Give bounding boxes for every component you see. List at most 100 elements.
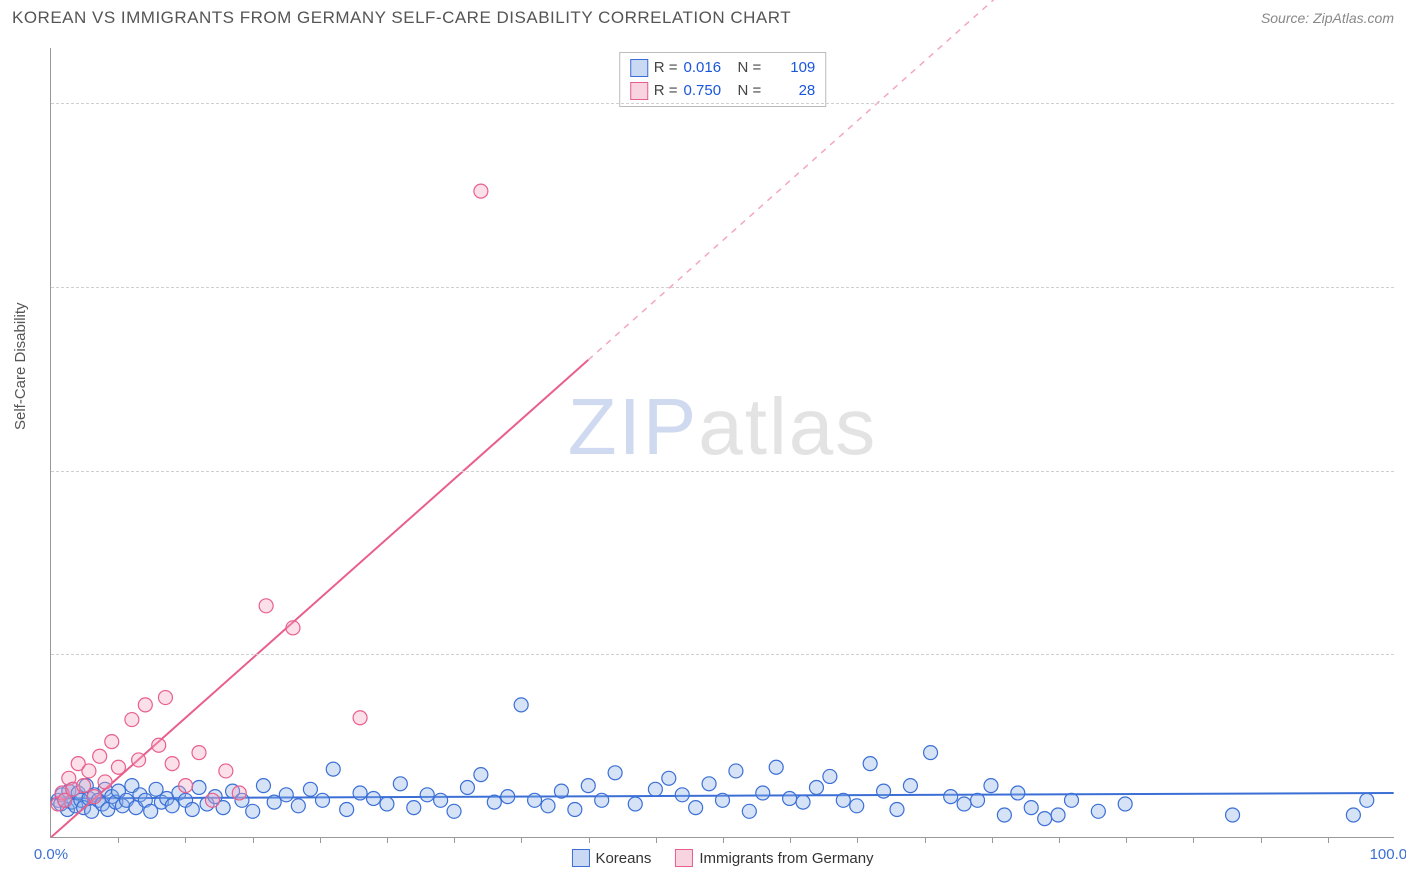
legend-stats-box: R = 0.016 N =109 R = 0.750 N =28 xyxy=(619,52,827,107)
data-point xyxy=(353,786,367,800)
x-tick xyxy=(253,837,254,843)
data-point xyxy=(675,788,689,802)
data-point xyxy=(689,801,703,815)
data-point xyxy=(984,779,998,793)
data-point xyxy=(1346,808,1360,822)
r-value: 0.750 xyxy=(684,80,732,103)
data-point xyxy=(179,779,193,793)
x-tick xyxy=(723,837,724,843)
data-point xyxy=(380,797,394,811)
data-point xyxy=(971,793,985,807)
data-point xyxy=(796,795,810,809)
legend-swatch xyxy=(571,849,589,867)
data-point xyxy=(447,804,461,818)
data-point xyxy=(407,801,421,815)
data-point xyxy=(1051,808,1065,822)
r-label: R = xyxy=(654,57,678,80)
data-point xyxy=(809,780,823,794)
data-point xyxy=(501,790,515,804)
data-point xyxy=(138,698,152,712)
data-point xyxy=(1011,786,1025,800)
header: KOREAN VS IMMIGRANTS FROM GERMANY SELF-C… xyxy=(0,0,1406,32)
x-tick xyxy=(1328,837,1329,843)
data-point xyxy=(434,793,448,807)
x-tick xyxy=(656,837,657,843)
data-point xyxy=(152,738,166,752)
data-point xyxy=(850,799,864,813)
data-point xyxy=(353,711,367,725)
n-label: N = xyxy=(738,80,762,103)
data-point xyxy=(1091,804,1105,818)
data-point xyxy=(98,775,112,789)
data-point xyxy=(165,799,179,813)
x-tick xyxy=(521,837,522,843)
data-point xyxy=(232,786,246,800)
data-point xyxy=(863,757,877,771)
data-point xyxy=(316,793,330,807)
data-point xyxy=(783,791,797,805)
data-point xyxy=(286,621,300,635)
data-point xyxy=(514,698,528,712)
data-point xyxy=(291,799,305,813)
data-point xyxy=(836,793,850,807)
y-tick-label: 10.0% xyxy=(1399,646,1406,663)
x-tick xyxy=(185,837,186,843)
data-point xyxy=(165,757,179,771)
data-point xyxy=(1038,812,1052,826)
legend-stats-row: R = 0.750 N =28 xyxy=(630,80,816,103)
data-point xyxy=(1024,801,1038,815)
data-point xyxy=(903,779,917,793)
gridline xyxy=(51,654,1394,655)
data-point xyxy=(648,782,662,796)
data-point xyxy=(823,769,837,783)
data-point xyxy=(997,808,1011,822)
data-point xyxy=(554,784,568,798)
x-tick xyxy=(454,837,455,843)
legend-label: Koreans xyxy=(595,850,651,867)
legend-swatch xyxy=(630,59,648,77)
y-axis-label: Self-Care Disability xyxy=(12,302,29,430)
x-tick xyxy=(857,837,858,843)
plot-svg xyxy=(51,48,1394,837)
data-point xyxy=(1360,793,1374,807)
gridline xyxy=(51,471,1394,472)
x-tick-label: 0.0% xyxy=(34,846,68,863)
x-tick xyxy=(925,837,926,843)
x-tick xyxy=(992,837,993,843)
data-point xyxy=(541,799,555,813)
data-point xyxy=(256,779,270,793)
data-point xyxy=(628,797,642,811)
data-point xyxy=(742,804,756,818)
x-tick xyxy=(1126,837,1127,843)
chart-title: KOREAN VS IMMIGRANTS FROM GERMANY SELF-C… xyxy=(12,8,791,28)
data-point xyxy=(259,599,273,613)
n-value: 28 xyxy=(767,80,815,103)
data-point xyxy=(246,804,260,818)
data-point xyxy=(1065,793,1079,807)
data-point xyxy=(77,779,91,793)
data-point xyxy=(125,713,139,727)
r-label: R = xyxy=(654,80,678,103)
data-point xyxy=(1118,797,1132,811)
trend-line xyxy=(51,360,588,837)
r-value: 0.016 xyxy=(684,57,732,80)
series-legend: Koreans Immigrants from Germany xyxy=(571,849,873,867)
x-tick xyxy=(1193,837,1194,843)
data-point xyxy=(420,788,434,802)
data-point xyxy=(205,793,219,807)
n-value: 109 xyxy=(767,57,815,80)
data-point xyxy=(158,691,172,705)
data-point xyxy=(924,746,938,760)
legend-swatch xyxy=(675,849,693,867)
data-point xyxy=(87,790,101,804)
x-tick-label: 100.0% xyxy=(1370,846,1406,863)
data-point xyxy=(474,768,488,782)
n-label: N = xyxy=(738,57,762,80)
y-tick-label: 40.0% xyxy=(1399,95,1406,112)
gridline xyxy=(51,103,1394,104)
data-point xyxy=(185,802,199,816)
y-tick-label: 30.0% xyxy=(1399,278,1406,295)
data-point xyxy=(93,749,107,763)
legend-label: Immigrants from Germany xyxy=(699,850,873,867)
legend-swatch xyxy=(630,82,648,100)
